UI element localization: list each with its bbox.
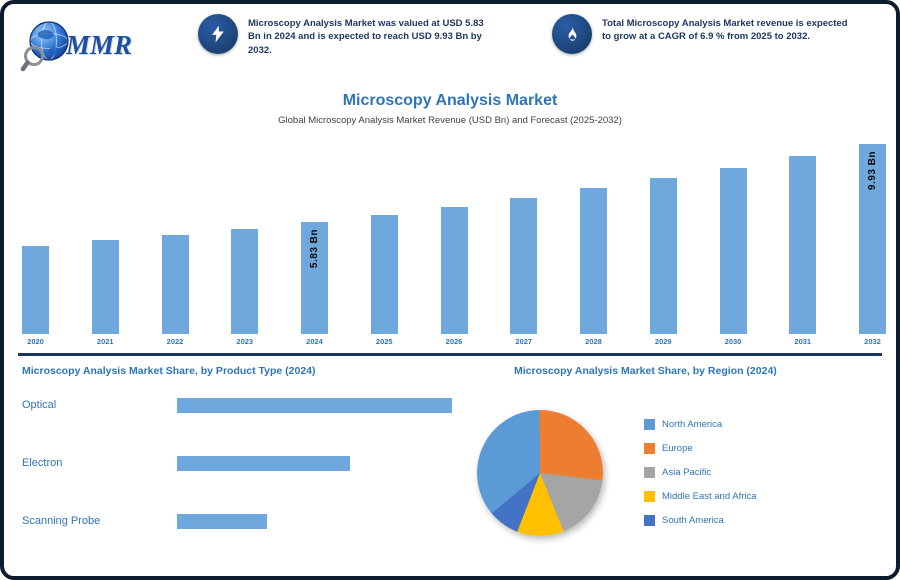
bar-column xyxy=(510,138,538,334)
bar: 9.93 Bn xyxy=(859,144,886,334)
pie-legend: North America Europe Asia Pacific Middle Ea… xyxy=(644,419,757,539)
axis-year-label: 2031 xyxy=(794,337,812,346)
bar-column xyxy=(440,138,468,334)
bar xyxy=(161,235,189,334)
hbar xyxy=(177,455,350,471)
header: MMR Microscopy Analysis Market was value… xyxy=(20,14,880,88)
legend-label: Europe xyxy=(662,443,693,454)
bar-column xyxy=(370,138,398,334)
hbar xyxy=(177,513,267,529)
hbar-row: Electron xyxy=(22,455,470,471)
flame-icon xyxy=(552,14,592,54)
axis-year-label: 2032 xyxy=(864,337,881,346)
axis-year-label: 2027 xyxy=(515,337,533,346)
bar xyxy=(231,229,259,334)
legend-item: South America xyxy=(644,515,757,526)
globe-magnifier-icon xyxy=(20,21,69,72)
legend-label: Asia Pacific xyxy=(662,467,712,478)
bar xyxy=(510,198,538,334)
lightning-icon xyxy=(198,14,238,54)
pie-chart xyxy=(477,410,603,536)
bar xyxy=(580,188,607,334)
legend-label: North America xyxy=(662,419,723,430)
bar-column xyxy=(161,138,189,334)
bar-column xyxy=(231,138,259,334)
axis-year-label: 2029 xyxy=(654,337,672,346)
region-share-title: Microscopy Analysis Market Share, by Reg… xyxy=(514,365,777,377)
product-share-section: Microscopy Analysis Market Share, by Pro… xyxy=(22,365,470,571)
market-value-text: Microscopy Analysis Market was valued at… xyxy=(248,18,484,56)
bar xyxy=(649,178,677,334)
bar-column xyxy=(789,138,817,334)
axis-year-label: 2023 xyxy=(236,337,254,346)
bar xyxy=(22,246,49,334)
axis-year-label: 2025 xyxy=(375,337,393,346)
brand-logo: MMR xyxy=(20,14,170,74)
bar xyxy=(370,215,398,334)
bar-column xyxy=(719,138,747,334)
legend-item: North America xyxy=(644,419,757,430)
hbar xyxy=(177,397,452,413)
bar xyxy=(789,156,817,334)
hbar-category-label: Electron xyxy=(22,457,63,469)
legend-swatch xyxy=(644,443,655,454)
brand-name: MMR xyxy=(66,29,133,60)
legend-item: Asia Pacific xyxy=(644,467,757,478)
axis-year-label: 2022 xyxy=(166,337,184,346)
header-highlight-growth: Total Microscopy Analysis Market revenue… xyxy=(552,14,852,54)
section-divider xyxy=(18,353,882,356)
legend-item: Europe xyxy=(644,443,757,454)
bar: 5.83 Bn xyxy=(301,222,328,334)
market-cagr-text: Total Microscopy Analysis Market revenue… xyxy=(602,18,848,43)
axis-year-label: 2024 xyxy=(306,337,323,346)
hbar-category-label: Scanning Probe xyxy=(22,515,101,527)
legend-label: Middle East and Africa xyxy=(662,491,757,502)
bar xyxy=(719,168,747,334)
hbar-category-label: Optical xyxy=(22,399,57,411)
legend-swatch xyxy=(644,467,655,478)
bar xyxy=(91,240,119,334)
bar xyxy=(440,207,468,334)
bar-column xyxy=(649,138,677,334)
hbar-chart: Optical Electron Scanning Probe xyxy=(22,397,470,529)
region-share-section: Microscopy Analysis Market Share, by Reg… xyxy=(474,365,889,536)
legend-label: South America xyxy=(662,515,724,526)
legend-swatch xyxy=(644,419,655,430)
axis-year-label: 2030 xyxy=(724,337,742,346)
bar-value-label: 9.93 Bn xyxy=(867,151,878,191)
axis-year-label: 2020 xyxy=(27,337,44,346)
legend-swatch xyxy=(644,491,655,502)
hbar-row: Scanning Probe xyxy=(22,513,470,529)
bar-column xyxy=(22,138,49,334)
bar-value-label: 5.83 Bn xyxy=(309,229,320,269)
product-share-title: Microscopy Analysis Market Share, by Pro… xyxy=(22,365,316,377)
legend-item: Middle East and Africa xyxy=(644,491,757,502)
bar-column: 5.83 Bn xyxy=(301,138,328,334)
bar-chart-years: 2020 2021 2022 2023 2024 2025 2026 2027 2028 2029… xyxy=(22,337,886,346)
axis-year-label: 2026 xyxy=(445,337,463,346)
bar-column: 9.93 Bn xyxy=(859,138,886,334)
axis-year-label: 2028 xyxy=(585,337,602,346)
header-highlight-value: Microscopy Analysis Market was valued at… xyxy=(198,14,490,57)
legend-swatch xyxy=(644,515,655,526)
bar-column xyxy=(580,138,607,334)
bar-column xyxy=(91,138,119,334)
page-title: Microscopy Analysis Market xyxy=(342,92,558,109)
axis-year-label: 2021 xyxy=(96,337,114,346)
page-subtitle: Global Microscopy Analysis Market Revenu… xyxy=(278,115,622,126)
hbar-row: Optical xyxy=(22,397,470,413)
bar-chart: 5.83 Bn 9.93 Bn xyxy=(22,138,886,334)
